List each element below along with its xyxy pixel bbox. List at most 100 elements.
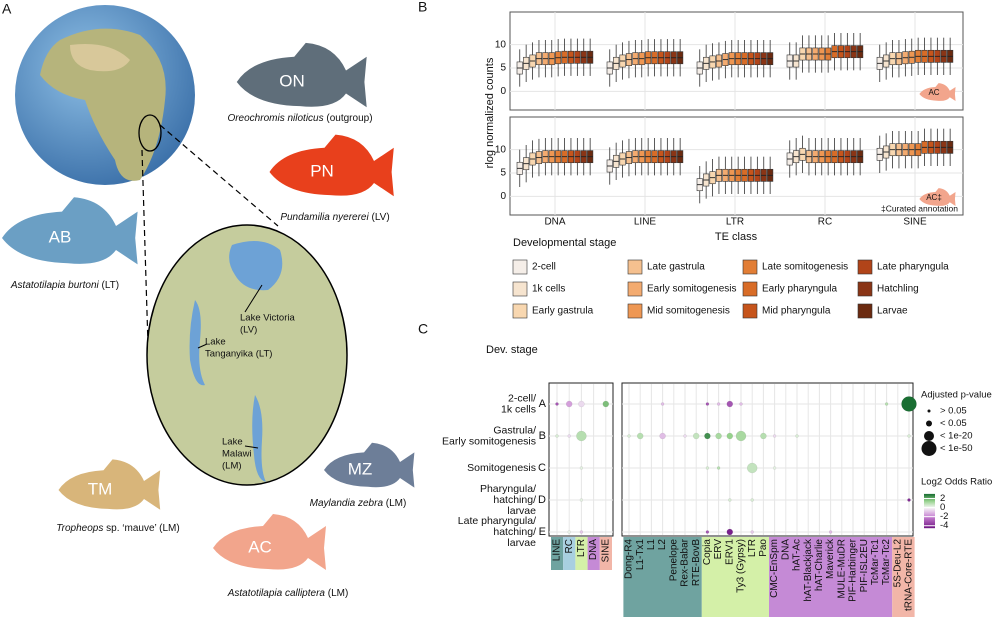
boxplot xyxy=(915,37,922,75)
dot xyxy=(772,434,777,438)
facet-panel xyxy=(509,116,964,216)
family-label: Pao xyxy=(758,539,769,557)
row-label: Gastrula/ xyxy=(493,424,536,436)
y-tick-label: 5 xyxy=(500,168,506,179)
family-label: Maverick xyxy=(825,538,836,579)
boxplot xyxy=(574,38,581,76)
fish-silhouette xyxy=(269,134,394,197)
row-label: Pharyngula/ xyxy=(480,483,536,495)
boxplot xyxy=(516,49,523,87)
dot xyxy=(715,432,722,440)
panel-label: C xyxy=(418,321,428,337)
panel-a-art xyxy=(15,5,348,486)
legend-label: Early pharyngula xyxy=(762,284,837,295)
boxplot xyxy=(889,131,896,169)
boxplot xyxy=(638,40,645,78)
dot xyxy=(726,528,733,536)
species-italic: Pundamilia nyererei xyxy=(280,212,369,223)
species-code: ON xyxy=(279,71,305,90)
boxplot xyxy=(786,140,793,178)
group-band xyxy=(769,537,893,617)
fish-silhouette xyxy=(1,197,138,265)
size-key xyxy=(921,441,937,456)
boxplot xyxy=(580,138,587,176)
family-label: tRNA-Core-RTE xyxy=(904,539,915,611)
boxplot xyxy=(934,37,941,75)
x-tick-label: RC xyxy=(818,217,832,228)
boxplot xyxy=(728,40,735,78)
family-label: ERV xyxy=(713,539,724,560)
boxplot xyxy=(548,40,555,78)
legend-swatch xyxy=(857,281,873,297)
legend-label: Late gastrula xyxy=(647,262,705,273)
family-label: PIF-ISL2EU xyxy=(859,539,870,592)
row-label: 1k cells xyxy=(501,403,536,415)
color-tick-label: 2 xyxy=(940,493,945,504)
species-code: MZ xyxy=(348,459,373,478)
boxplot xyxy=(837,33,845,71)
boxplot xyxy=(625,40,633,79)
legend-swatch xyxy=(627,259,643,275)
boxplot xyxy=(529,140,536,178)
group-band xyxy=(563,537,576,570)
x-tick-label: LTR xyxy=(726,217,744,228)
boxplot xyxy=(657,39,665,77)
y-tick-label: 0 xyxy=(500,86,506,97)
boxplot xyxy=(555,39,562,77)
facet-tag: AC xyxy=(928,88,939,97)
boxplot xyxy=(555,138,562,176)
group-band xyxy=(701,537,769,617)
dot xyxy=(907,434,911,438)
color-bar xyxy=(924,494,935,497)
family-label: TcMar-Tc2 xyxy=(881,539,892,586)
dot xyxy=(579,498,584,502)
boxplot xyxy=(703,161,710,199)
boxplot xyxy=(542,40,549,78)
species-italic: Astatotilapia calliptera xyxy=(227,588,326,599)
boxplot xyxy=(831,33,838,71)
x-tick-label: DNA xyxy=(544,217,565,228)
boxplot xyxy=(812,138,819,176)
color-bar xyxy=(924,501,935,504)
class-label: LTR xyxy=(576,539,587,557)
family-label: Penelope xyxy=(668,539,679,582)
size-legend-label: > 0.05 xyxy=(940,406,967,417)
color-bar xyxy=(924,509,935,512)
dot xyxy=(716,402,721,406)
boxplot xyxy=(523,44,530,82)
dot xyxy=(579,466,584,470)
species-name: Astatotilapia calliptera (LM) xyxy=(227,588,349,599)
boxplot xyxy=(754,40,761,78)
color-bar xyxy=(924,504,935,507)
species-code: PN xyxy=(310,161,334,180)
legend-label: Mid somitogenesis xyxy=(647,306,730,317)
color-bar xyxy=(924,507,935,510)
boxplot xyxy=(902,131,909,169)
family-label: hAT-Charlie xyxy=(814,539,825,591)
boxplot xyxy=(818,35,825,73)
legend-label: Hatchling xyxy=(877,284,919,295)
boxplot xyxy=(561,138,568,176)
color-bar xyxy=(924,510,935,513)
family-label: RTE-BovB xyxy=(691,539,702,586)
legend-label: Early somitogenesis xyxy=(647,284,736,295)
dot xyxy=(579,530,584,534)
boxplot xyxy=(529,42,536,80)
color-bar xyxy=(924,520,935,523)
dot xyxy=(760,432,767,440)
legend-label: 2-cell xyxy=(532,262,556,273)
lake-label: Lake xyxy=(222,437,243,448)
boxplot xyxy=(735,40,742,78)
boxplot xyxy=(567,138,575,176)
boxplot xyxy=(535,40,543,78)
facet-note: ‡Curated annotation xyxy=(881,203,958,213)
boxplot xyxy=(645,39,652,77)
dot xyxy=(637,432,644,440)
dot xyxy=(555,402,559,406)
fish-silhouette xyxy=(236,42,367,108)
boxplot xyxy=(902,39,909,77)
dot-title: Dev. stage xyxy=(486,344,538,356)
color-bar xyxy=(924,502,935,505)
boxplot xyxy=(709,159,716,197)
boxplot xyxy=(915,131,922,169)
